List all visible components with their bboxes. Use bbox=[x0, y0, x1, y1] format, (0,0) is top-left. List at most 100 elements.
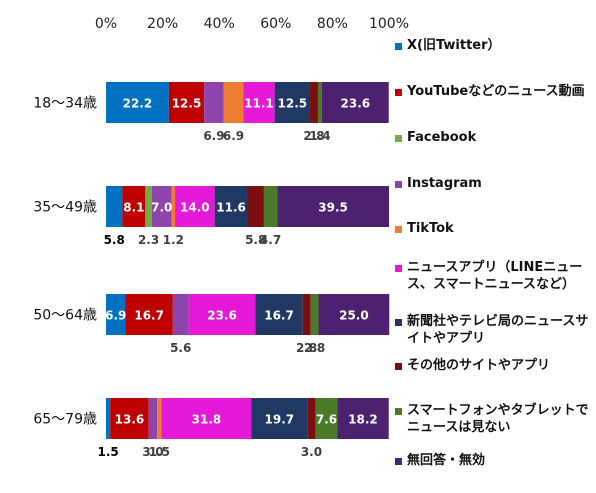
legend-label: Instagram bbox=[407, 176, 482, 191]
data-label: 13.6 bbox=[115, 413, 145, 427]
bar-segment bbox=[106, 294, 126, 335]
legend-label: YouTubeなどのニュース動画 bbox=[407, 84, 585, 99]
legend-item: スマートフォンやタブレットでニュースは見ない bbox=[395, 402, 595, 436]
data-label: 2.8 bbox=[296, 341, 317, 355]
bar-segment bbox=[318, 294, 390, 335]
bar-segment bbox=[110, 398, 149, 439]
bar-segment bbox=[255, 294, 303, 335]
legend-swatch bbox=[395, 181, 402, 188]
data-label: 23.6 bbox=[207, 309, 237, 323]
legend-label: ニュースアプリ（LINEニュース、スマートニュースなど） bbox=[407, 260, 583, 292]
bar-segment bbox=[204, 82, 224, 123]
legend-label: Facebook bbox=[407, 130, 477, 145]
category-label: 35～49歳 bbox=[33, 200, 97, 216]
legend-swatch bbox=[395, 89, 402, 96]
bar-segment bbox=[106, 398, 111, 439]
bar-segment bbox=[310, 82, 318, 123]
bar-segment bbox=[307, 398, 316, 439]
legend-swatch bbox=[395, 363, 402, 370]
bar-segment bbox=[122, 186, 146, 227]
bar-segment bbox=[302, 294, 311, 335]
bar-segment bbox=[274, 82, 311, 123]
legend-item: その他のサイトやアプリ bbox=[395, 357, 595, 374]
data-label: 12.5 bbox=[172, 97, 202, 111]
data-label: 19.7 bbox=[265, 413, 295, 427]
bar-segment bbox=[214, 186, 248, 227]
category-label: 65～79歳 bbox=[33, 412, 97, 428]
x-axis-ticks: 0% 20% 40% 60% 80% 100% bbox=[95, 16, 409, 32]
x-tick-label: 0% bbox=[95, 16, 117, 32]
bar-segment bbox=[317, 82, 322, 123]
data-label: 5.8 bbox=[104, 233, 125, 247]
legend-label: 無回答・無効 bbox=[407, 453, 486, 468]
data-label: 3.0 bbox=[142, 445, 163, 459]
data-label: 1.5 bbox=[97, 445, 118, 459]
bar-segment bbox=[223, 82, 244, 123]
data-label: 12.5 bbox=[278, 97, 308, 111]
bar-segment bbox=[247, 186, 264, 227]
legend-item: X(旧Twitter） bbox=[395, 37, 595, 54]
data-label: 18.2 bbox=[348, 413, 378, 427]
data-label: 2.3 bbox=[138, 233, 159, 247]
legend-item: TikTok bbox=[395, 220, 595, 237]
legend-label: スマートフォンやタブレットでニュースは見ない bbox=[407, 403, 589, 435]
data-label: 22.2 bbox=[123, 97, 153, 111]
data-label: 3.0 bbox=[301, 445, 322, 459]
legend-swatch bbox=[395, 43, 402, 50]
bar-segment bbox=[157, 398, 162, 439]
legend-swatch bbox=[395, 458, 402, 465]
data-label: 1.5 bbox=[149, 445, 170, 459]
bar-segment bbox=[125, 294, 173, 335]
data-label: 16.7 bbox=[264, 309, 294, 323]
data-label: 5.6 bbox=[170, 341, 191, 355]
x-tick-label: 40% bbox=[204, 16, 235, 32]
bar-segment bbox=[310, 294, 319, 335]
bar-segment bbox=[188, 294, 256, 335]
bar-segment bbox=[106, 186, 123, 227]
bar-segment bbox=[321, 82, 389, 123]
data-label: 6.9 bbox=[223, 129, 244, 143]
data-label: 39.5 bbox=[318, 201, 348, 215]
legend-item: 新聞社やテレビ局のニュースサイトやアプリ bbox=[395, 313, 595, 347]
bar-segment bbox=[151, 186, 172, 227]
bar-segment bbox=[175, 186, 215, 227]
legend-item: 無回答・無効 bbox=[395, 452, 595, 469]
data-label: 11.6 bbox=[216, 201, 246, 215]
data-label: 2.8 bbox=[303, 129, 324, 143]
bar-segment bbox=[337, 398, 389, 439]
bar-segment bbox=[263, 186, 278, 227]
legend-swatch bbox=[395, 408, 402, 415]
bar-segment bbox=[168, 82, 205, 123]
data-label: 5.8 bbox=[245, 233, 266, 247]
x-tick-label: 20% bbox=[147, 16, 178, 32]
legend-item: YouTubeなどのニュース動画 bbox=[395, 83, 595, 100]
legend-item: Facebook bbox=[395, 129, 595, 146]
data-label: 6.9 bbox=[203, 129, 224, 143]
legend-swatch bbox=[395, 135, 402, 142]
bar-segment bbox=[171, 186, 176, 227]
category-label: 18～34歳 bbox=[33, 96, 97, 112]
bar-segments bbox=[106, 82, 390, 439]
x-tick-label: 60% bbox=[260, 16, 291, 32]
category-label: 50～64歳 bbox=[33, 308, 97, 324]
data-label: 11.1 bbox=[244, 97, 274, 111]
legend-swatch bbox=[395, 265, 402, 272]
bar-segment bbox=[315, 398, 338, 439]
data-label: 1.4 bbox=[309, 129, 330, 143]
bar-segment bbox=[172, 294, 189, 335]
legend-item: ニュースアプリ（LINEニュース、スマートニュースなど） bbox=[395, 259, 595, 293]
data-label: 8.1 bbox=[123, 201, 144, 215]
legend-label: X(旧Twitter） bbox=[407, 38, 501, 53]
data-label: 6.9 bbox=[105, 309, 126, 323]
bar-segment bbox=[243, 82, 275, 123]
legend-label: その他のサイトやアプリ bbox=[407, 358, 551, 373]
data-label: 4.7 bbox=[260, 233, 281, 247]
bar-segment bbox=[145, 186, 152, 227]
data-label: 25.0 bbox=[339, 309, 369, 323]
data-label: 7.6 bbox=[316, 413, 337, 427]
legend-label: 新聞社やテレビ局のニュースサイトやアプリ bbox=[407, 314, 589, 346]
category-labels: 18～34歳 35～49歳 50～64歳 65～79歳 bbox=[33, 96, 97, 428]
bar-segment bbox=[106, 82, 169, 123]
data-label: 7.0 bbox=[151, 201, 172, 215]
